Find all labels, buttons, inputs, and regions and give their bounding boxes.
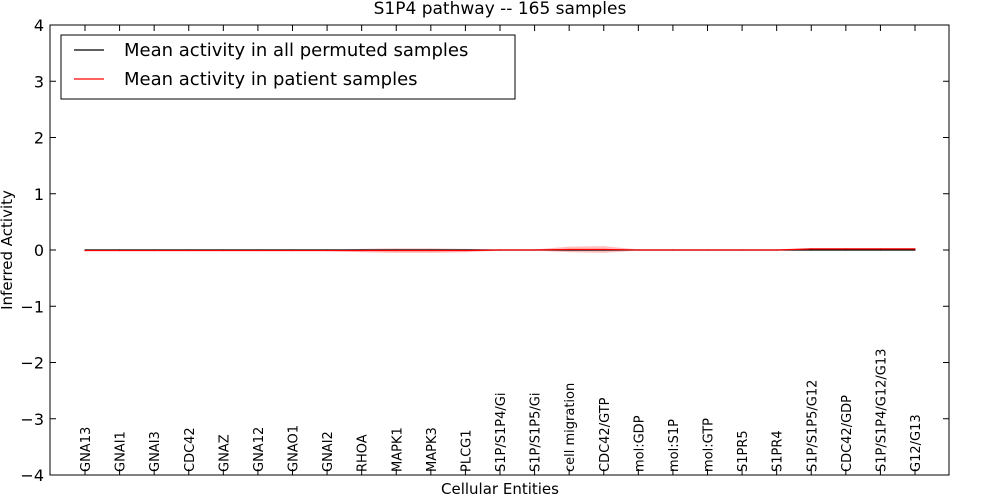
x-tick-label: GNAO1 [287,425,302,472]
x-tick-label: GNAI1 [114,431,129,472]
x-tick-label: CDC42/GDP [840,395,855,472]
x-tick-label: cell migration [563,383,578,472]
point-patient [637,249,639,251]
y-tick-label: −4 [20,466,44,485]
x-tick-label: PLCG1 [459,429,474,472]
point-permuted [879,249,882,251]
x-tick-label: MAPK1 [390,427,405,472]
x-tick-label: mol:S1P [667,419,682,472]
y-axis: −4 −3 −2 −1 0 1 2 3 4 [20,16,949,485]
y-tick-label: −1 [20,297,44,316]
x-tick-label: GNAI2 [321,431,336,472]
y-tick-label: 3 [34,72,44,91]
point-patient [326,249,328,252]
y-tick-label: −3 [20,410,44,429]
y-tick-label: 0 [34,241,44,260]
y-tick-label: 2 [34,129,44,148]
point-patient [706,249,709,251]
point-patient [291,249,294,252]
point-patient [395,249,397,252]
point-patient [568,248,570,251]
point-permuted [914,249,916,251]
y-tick-label: 4 [34,16,44,35]
point-patient [672,249,674,251]
point-patient [603,248,605,251]
legend-label-permuted: Mean activity in all permuted samples [124,40,468,61]
x-axis: GNA13 GNAI1 GNAI3 CDC42 GNAZ GNA12 GNAO1 GNAI2 R… [79,25,924,475]
point-patient [257,249,259,252]
x-tick-label: GNA12 [252,427,267,472]
x-tick-label: GNA13 [79,427,94,472]
point-permuted [845,249,847,251]
x-tick-label: S1P/S1P5/Gi [529,393,544,472]
x-tick-label: CDC42 [183,427,198,472]
point-patient [879,248,882,250]
x-tick-label: mol:GTP [702,418,717,472]
x-tick-label: S1PR5 [736,430,751,472]
x-tick-label: mol:GDP [632,415,647,472]
x-tick-label: S1P/S1P4/G12/G13 [874,349,889,472]
point-patient [118,249,121,252]
legend-label-patient: Mean activity in patient samples [124,69,418,90]
point-patient [84,249,86,252]
x-tick-label: MAPK3 [425,427,440,472]
x-tick-label: GNAZ [217,434,232,472]
point-patient [222,249,224,252]
point-patient [914,248,916,250]
x-axis-label: Cellular Entities [441,480,559,498]
point-patient [188,249,190,252]
legend-box [60,34,516,100]
point-patient [361,249,363,252]
point-patient [153,249,155,252]
point-patient [499,249,501,251]
x-tick-label: GNAI3 [148,431,163,472]
point-patient [741,249,743,251]
x-tick-label: G12/G13 [909,414,924,472]
x-tick-label: S1P/S1P5/G12 [805,380,820,472]
y-tick-label: −2 [20,354,44,373]
chart-title: S1P4 pathway -- 165 samples [374,0,627,19]
x-tick-label: RHOA [356,434,371,472]
y-tick-label: 1 [34,185,44,204]
x-tick-label: S1P/S1P4/Gi [494,393,509,472]
legend: Mean activity in all permuted samples Me… [60,34,516,100]
point-patient [533,249,536,251]
point-permuted [810,249,812,251]
point-patient [430,249,432,252]
point-patient [845,248,847,250]
point-patient [810,248,812,250]
point-patient [464,249,467,252]
point-patient [776,249,778,251]
series-line-layer [84,248,916,252]
x-tick-label: S1PR4 [771,430,786,472]
x-tick-label: CDC42/GTP [598,397,613,472]
y-axis-label: Inferred Activity [0,190,16,310]
